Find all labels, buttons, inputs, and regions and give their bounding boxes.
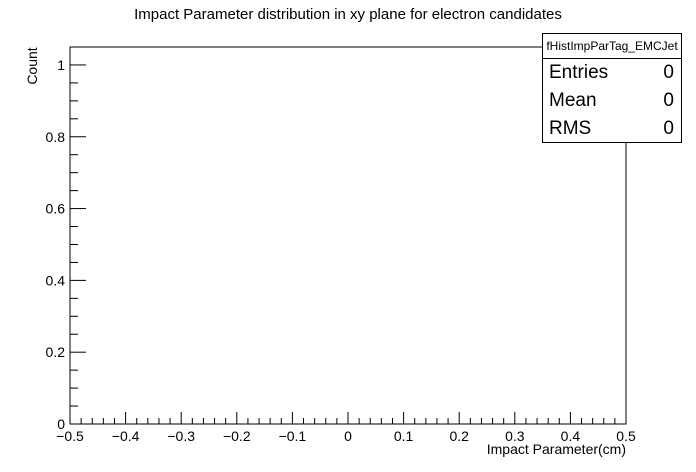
x-tick-label: 0.2 [449, 428, 469, 444]
stats-row-entries: Entries 0 [543, 59, 681, 87]
y-tick-label: 0.2 [46, 344, 66, 360]
y-tick-label: 1 [57, 57, 65, 73]
x-tick-label: −0.2 [223, 428, 251, 444]
x-tick-label: 0 [344, 428, 352, 444]
y-tick-label: 0.4 [46, 272, 66, 288]
stats-label: Entries [549, 62, 609, 83]
x-tick-label: −0.5 [56, 428, 84, 444]
chart-title: Impact Parameter distribution in xy plan… [134, 6, 562, 23]
x-tick-label: 0.3 [505, 428, 525, 444]
x-tick-label: −0.3 [167, 428, 195, 444]
stats-value: 0 [663, 62, 674, 83]
x-tick-label: 0.1 [394, 428, 414, 444]
x-tick-label: −0.1 [279, 428, 307, 444]
x-tick-label: 0.4 [561, 428, 581, 444]
stats-box: fHistImpParTag_EMCJet Entries 0 Mean 0 R… [542, 33, 682, 143]
stats-value: 0 [663, 90, 674, 111]
y-tick-label: 0.8 [46, 129, 66, 145]
x-tick-label: 0.5 [616, 428, 636, 444]
stats-label: Mean [549, 90, 597, 111]
y-tick-label: 0.6 [46, 201, 66, 217]
y-tick-label: 0 [57, 416, 65, 432]
stats-row-mean: Mean 0 [543, 87, 681, 115]
x-axis-label: Impact Parameter(cm) [486, 441, 626, 457]
x-tick-label: −0.4 [112, 428, 140, 444]
stats-value: 0 [663, 118, 674, 139]
stats-box-title: fHistImpParTag_EMCJet [543, 34, 681, 59]
stats-row-rms: RMS 0 [543, 115, 681, 143]
stats-label: RMS [549, 118, 592, 139]
